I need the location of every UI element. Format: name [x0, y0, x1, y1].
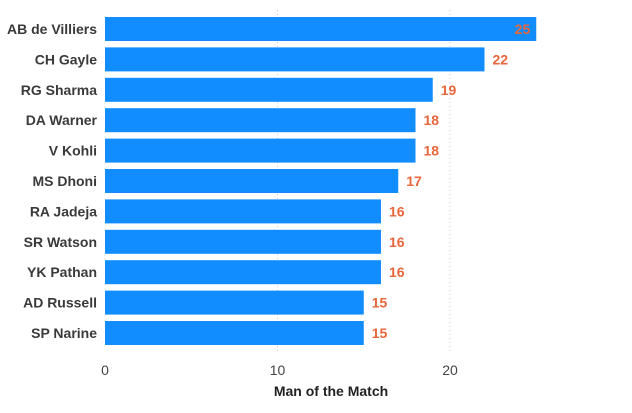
- category-label-yk-pathan: YK Pathan: [27, 264, 97, 280]
- category-label-sp-narine: SP Narine: [31, 325, 97, 341]
- bar-sp-narine[interactable]: [105, 321, 364, 345]
- bar-sr-watson[interactable]: [105, 229, 381, 254]
- bar-ra-jadeja[interactable]: [105, 199, 381, 224]
- bar-ad-russell[interactable]: [105, 290, 364, 315]
- bar-v-kohli[interactable]: [105, 138, 416, 163]
- category-labels: AB de Villiers CH Gayle RG Sharma DA Warner…: [7, 21, 98, 341]
- value-label-ms-dhoni: 17: [406, 173, 422, 189]
- bar-ch-gayle[interactable]: [105, 47, 485, 72]
- category-label-rg-sharma: RG Sharma: [21, 82, 97, 98]
- value-label-ab-de-villiers: 25: [515, 21, 531, 37]
- value-label-yk-pathan: 16: [389, 264, 405, 280]
- x-tick-labels: 0 10 20: [101, 362, 458, 378]
- category-label-sr-watson: SR Watson: [24, 234, 97, 250]
- value-label-ch-gayle: 22: [493, 51, 509, 67]
- bar-ms-dhoni[interactable]: [105, 169, 399, 193]
- category-label-da-warner: DA Warner: [26, 112, 98, 128]
- category-label-ms-dhoni: MS Dhoni: [32, 173, 97, 189]
- value-label-ra-jadeja: 16: [389, 203, 405, 219]
- bars-group: [105, 17, 537, 345]
- value-label-da-warner: 18: [424, 112, 440, 128]
- x-tick-label-10: 10: [270, 362, 286, 378]
- bar-ab-de-villiers[interactable]: [105, 17, 537, 41]
- category-label-v-kohli: V Kohli: [49, 143, 97, 159]
- x-tick-label-0: 0: [101, 362, 109, 378]
- value-label-sr-watson: 16: [389, 234, 405, 250]
- category-label-ab-de-villiers: AB de Villiers: [7, 21, 97, 37]
- bar-da-warner[interactable]: [105, 108, 416, 133]
- x-tick-label-20: 20: [442, 362, 458, 378]
- value-label-rg-sharma: 19: [441, 82, 457, 98]
- value-label-sp-narine: 15: [372, 325, 388, 341]
- category-label-ch-gayle: CH Gayle: [35, 51, 97, 67]
- value-label-ad-russell: 15: [372, 295, 388, 311]
- value-label-v-kohli: 18: [424, 143, 440, 159]
- x-axis-title: Man of the Match: [274, 383, 388, 399]
- category-label-ra-jadeja: RA Jadeja: [30, 203, 97, 219]
- category-label-ad-russell: AD Russell: [23, 295, 97, 311]
- bar-rg-sharma[interactable]: [105, 77, 433, 102]
- bar-yk-pathan[interactable]: [105, 260, 381, 285]
